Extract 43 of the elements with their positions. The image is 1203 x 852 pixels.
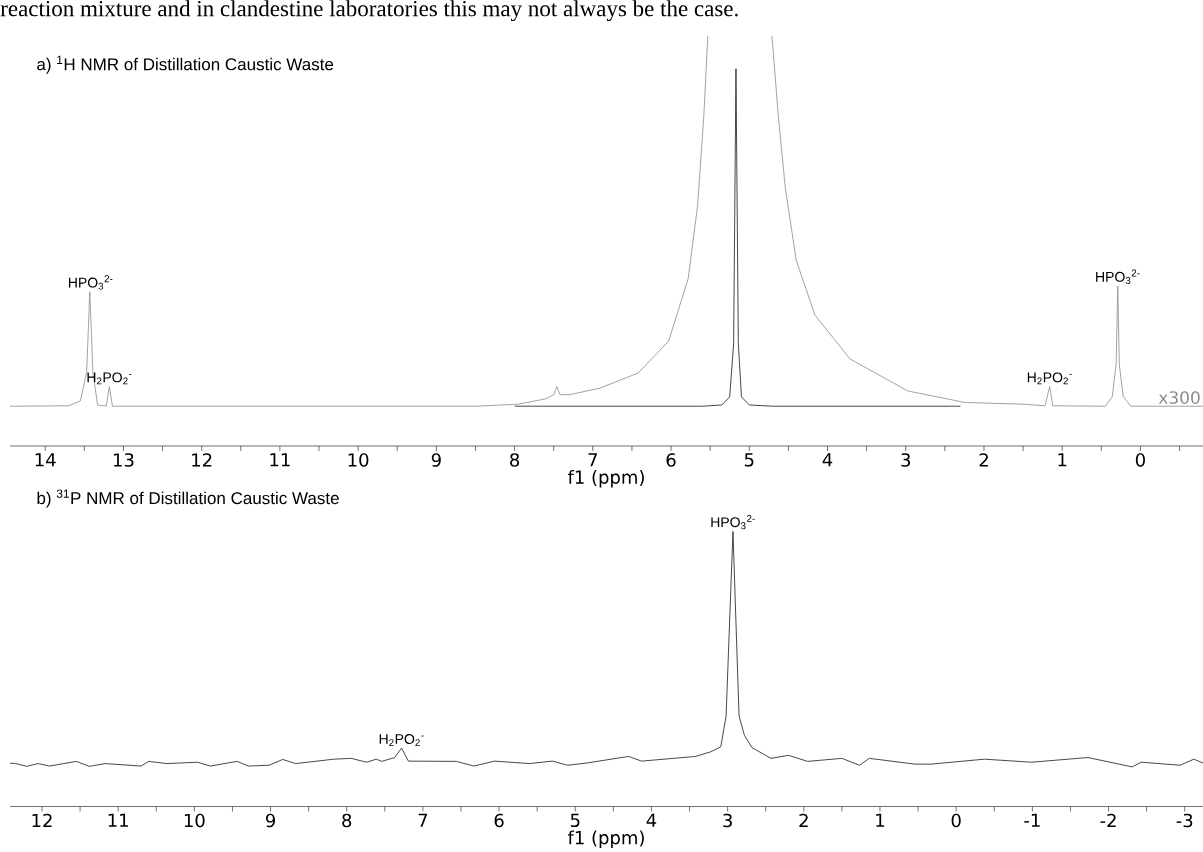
x-tick-label: 13 — [113, 453, 134, 467]
x-tick-label: 3 — [901, 453, 911, 467]
x-tick-label: 5 — [744, 453, 754, 467]
x-tick-label: 9 — [265, 813, 275, 828]
x-tick-label: 6 — [666, 453, 676, 467]
annotation: HPO$_{3}$2- — [68, 275, 113, 290]
annotation: HPO$_{3}$2- — [711, 514, 755, 530]
x-tick-label: 14 — [35, 453, 56, 467]
text: reaction mixture and in clandestine laboratories this may not always be the case. — [0, 0, 738, 22]
x-tick-label: 3 — [723, 813, 732, 828]
x-tick-label: 9 — [431, 453, 441, 467]
x-tick-label: 7 — [588, 453, 598, 467]
x-tick-label: 11 — [108, 813, 128, 827]
x-tick-label: 8 — [342, 813, 352, 828]
chart-title: b) $^{31}$P NMR of Distillation Caustic Waste — [37, 489, 339, 508]
x-tick-label: 12 — [192, 453, 212, 467]
annotation: H$_{2}$PO$_{2}$- — [1027, 372, 1072, 385]
x-tick-label: 6 — [494, 813, 504, 828]
x-tick-label: -1 — [1024, 813, 1040, 827]
x-tick-label: 1 — [1058, 453, 1067, 467]
text: a) $^{1}$H NMR of Distillation Caustic Waste — [37, 55, 334, 74]
series-label: x300 — [1158, 391, 1200, 405]
x-tick-label: 10 — [184, 813, 205, 828]
x-tick-label: 4 — [822, 453, 833, 467]
x-axis-title: f1 (ppm) — [567, 830, 644, 848]
x-tick-label: 2 — [979, 453, 988, 467]
x-tick-label: 8 — [510, 453, 520, 467]
x-tick-label: 12 — [32, 813, 52, 828]
x-tick-label: -2 — [1100, 813, 1116, 828]
x-tick-label: 4 — [646, 813, 657, 827]
x-tick-label: 1 — [876, 813, 885, 827]
annotation: HPO$_{3}$2- — [1096, 269, 1140, 284]
x-tick-label: 7 — [418, 813, 428, 827]
x-tick-label: 0 — [1135, 453, 1145, 467]
x-tick-label: 11 — [270, 453, 290, 467]
annotation: H$_{2}$PO$_{2}$- — [379, 734, 424, 746]
x-tick-label: 0 — [951, 813, 961, 828]
x-tick-label: 10 — [348, 453, 369, 467]
x-tick-label: 5 — [570, 813, 580, 828]
x-tick-label: 2 — [799, 813, 808, 828]
x-tick-label: -3 — [1176, 813, 1193, 828]
x-axis-title: f1 (ppm) — [567, 470, 644, 488]
annotation: H$_{2}$PO$_{2}$- — [87, 372, 132, 385]
